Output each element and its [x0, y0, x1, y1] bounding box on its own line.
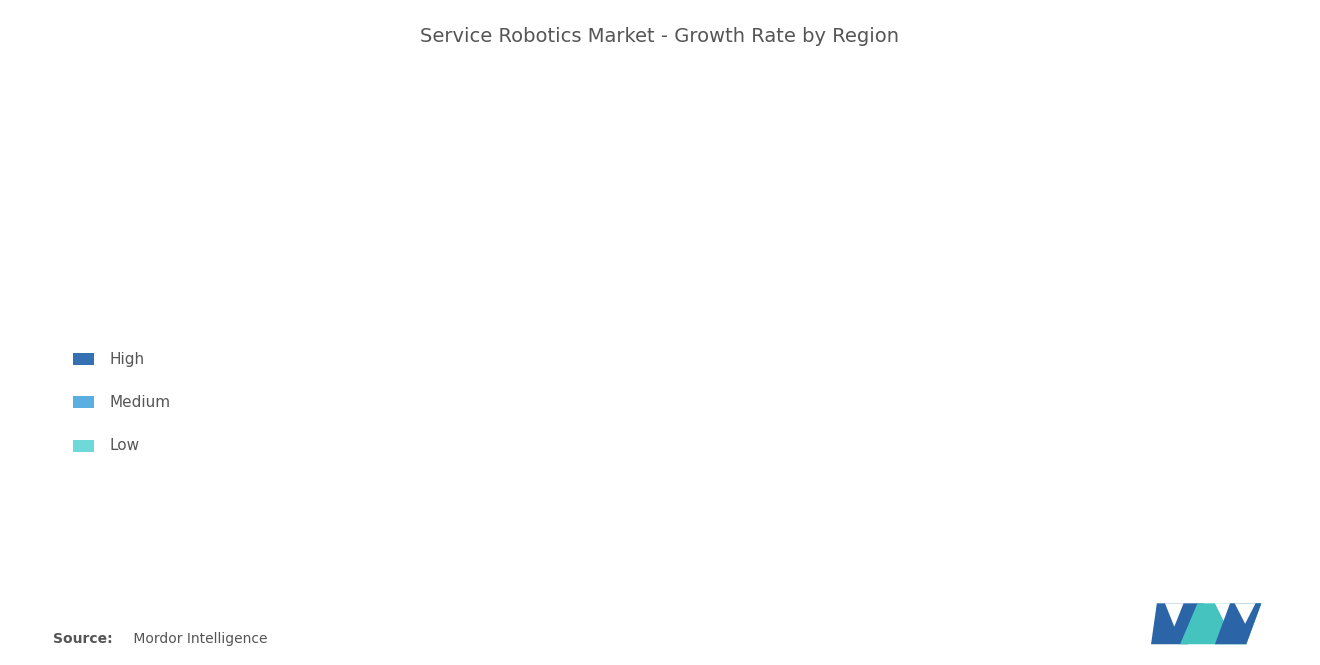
Text: High: High — [110, 352, 145, 366]
Text: Source:: Source: — [53, 632, 112, 646]
Text: Medium: Medium — [110, 395, 172, 410]
Text: Low: Low — [110, 438, 140, 453]
Polygon shape — [1234, 603, 1255, 624]
Text: Service Robotics Market - Growth Rate by Region: Service Robotics Market - Growth Rate by… — [421, 27, 899, 46]
Polygon shape — [1151, 603, 1204, 644]
Polygon shape — [1166, 603, 1184, 626]
Polygon shape — [1180, 603, 1262, 644]
Polygon shape — [1214, 603, 1238, 626]
Text: Mordor Intelligence: Mordor Intelligence — [129, 632, 268, 646]
Polygon shape — [1214, 603, 1262, 644]
